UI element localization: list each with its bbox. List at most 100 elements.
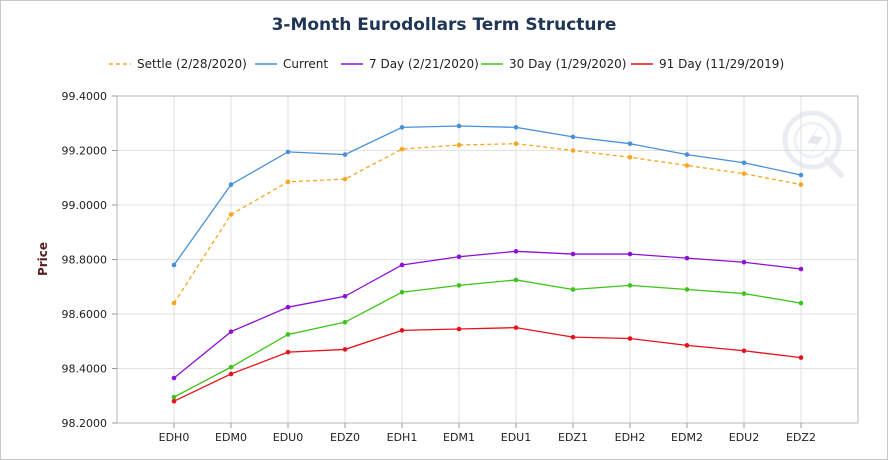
data-point[interactable] (627, 336, 633, 341)
data-point[interactable] (285, 149, 291, 155)
legend-label: Current (283, 57, 328, 71)
legend-item[interactable]: Settle (2/28/2020) (109, 57, 247, 71)
series-path (173, 143, 802, 304)
data-point[interactable] (798, 182, 804, 187)
y-axis: 98.2000 98.4000 98.6000 98.8000 99.0000 99.20… (62, 90, 117, 430)
data-point[interactable] (798, 172, 804, 178)
legend-label: 91 Day (11/29/2019) (659, 57, 784, 71)
data-point[interactable] (228, 182, 234, 187)
data-point[interactable] (627, 141, 633, 146)
y-tick-label: 99.2000 (62, 145, 108, 158)
data-point[interactable] (171, 262, 177, 268)
series-group (171, 123, 804, 404)
y-tick-label: 98.8000 (62, 254, 108, 267)
data-point[interactable] (513, 141, 519, 146)
data-point[interactable] (513, 249, 519, 254)
watermark-logo-icon (782, 110, 844, 178)
x-tick-label: EDH1 (387, 431, 418, 444)
data-point[interactable] (456, 283, 462, 288)
data-point[interactable] (684, 152, 690, 157)
data-point[interactable] (684, 255, 690, 261)
data-point[interactable] (399, 262, 405, 268)
chart-title: 3-Month Eurodollars Term Structure (272, 15, 617, 35)
x-tick-label: EDZ1 (558, 431, 588, 444)
x-tick-label: EDH2 (615, 431, 646, 444)
data-point[interactable] (627, 155, 633, 160)
legend-item[interactable]: 91 Day (11/29/2019) (631, 57, 784, 71)
data-point[interactable] (684, 163, 690, 168)
y-tick-label: 99.0000 (62, 199, 108, 212)
x-tick-label: EDM1 (443, 431, 475, 444)
legend-label: Settle (2/28/2020) (137, 57, 247, 71)
data-point[interactable] (228, 212, 234, 217)
legend-item[interactable]: Current (255, 57, 328, 71)
data-point[interactable] (684, 343, 690, 348)
series-line (171, 123, 804, 268)
data-point[interactable] (171, 394, 177, 400)
data-point[interactable] (627, 251, 633, 257)
data-point[interactable] (399, 289, 405, 295)
legend-item[interactable]: 30 Day (1/29/2020) (481, 57, 627, 71)
data-point[interactable] (171, 300, 177, 306)
legend-item[interactable]: 7 Day (2/21/2020) (341, 57, 479, 71)
data-point[interactable] (456, 142, 462, 148)
data-point[interactable] (513, 277, 519, 283)
x-tick-label: EDM2 (671, 431, 703, 444)
data-point[interactable] (627, 283, 633, 288)
data-point[interactable] (570, 287, 576, 292)
data-point[interactable] (285, 349, 291, 355)
x-axis: EDH0 EDM0 EDU0 EDZ0 EDH1 EDM1 EDU1 EDZ1 EDH2 EDM2… (159, 423, 816, 444)
data-point[interactable] (741, 348, 747, 354)
data-point[interactable] (513, 125, 519, 130)
data-point[interactable] (456, 326, 462, 332)
data-point[interactable] (456, 254, 462, 260)
y-tick-label: 99.4000 (62, 90, 108, 103)
data-point[interactable] (798, 355, 804, 360)
gridlines (117, 96, 858, 423)
x-tick-label: EDZ0 (330, 431, 360, 444)
data-point[interactable] (570, 251, 576, 257)
data-point[interactable] (798, 300, 804, 306)
y-tick-label: 98.4000 (62, 363, 108, 376)
data-point[interactable] (570, 134, 576, 140)
data-point[interactable] (399, 328, 405, 333)
data-point[interactable] (456, 123, 462, 129)
x-tick-label: EDU2 (729, 431, 759, 444)
data-point[interactable] (342, 319, 348, 325)
data-point[interactable] (741, 259, 747, 265)
data-point[interactable] (798, 266, 804, 272)
data-point[interactable] (342, 293, 348, 299)
series-line (171, 277, 804, 400)
data-point[interactable] (228, 329, 234, 335)
legend-label: 7 Day (2/21/2020) (369, 57, 479, 71)
x-tick-label: EDU0 (273, 431, 303, 444)
data-point[interactable] (342, 176, 348, 182)
data-point[interactable] (285, 304, 291, 310)
data-point[interactable] (228, 371, 234, 377)
data-point[interactable] (285, 332, 291, 337)
legend: Settle (2/28/2020) Current 7 Day (2/21/202… (109, 57, 784, 71)
data-point[interactable] (570, 334, 576, 340)
data-point[interactable] (228, 364, 234, 370)
data-point[interactable] (684, 287, 690, 292)
data-point[interactable] (342, 347, 348, 352)
x-tick-label: EDZ2 (786, 431, 816, 444)
data-point[interactable] (171, 375, 177, 381)
data-point[interactable] (570, 148, 576, 153)
data-point[interactable] (399, 146, 405, 152)
series-line (171, 141, 804, 306)
series-path (173, 279, 802, 398)
x-tick-label: EDM0 (215, 431, 247, 444)
y-tick-label: 98.6000 (62, 308, 108, 321)
data-point[interactable] (285, 179, 291, 185)
data-point[interactable] (741, 171, 747, 176)
series-path (173, 125, 802, 266)
data-point[interactable] (399, 125, 405, 130)
data-point[interactable] (513, 325, 519, 330)
data-point[interactable] (171, 398, 177, 404)
data-point[interactable] (741, 291, 747, 296)
data-point[interactable] (342, 152, 348, 157)
data-point[interactable] (741, 160, 747, 166)
